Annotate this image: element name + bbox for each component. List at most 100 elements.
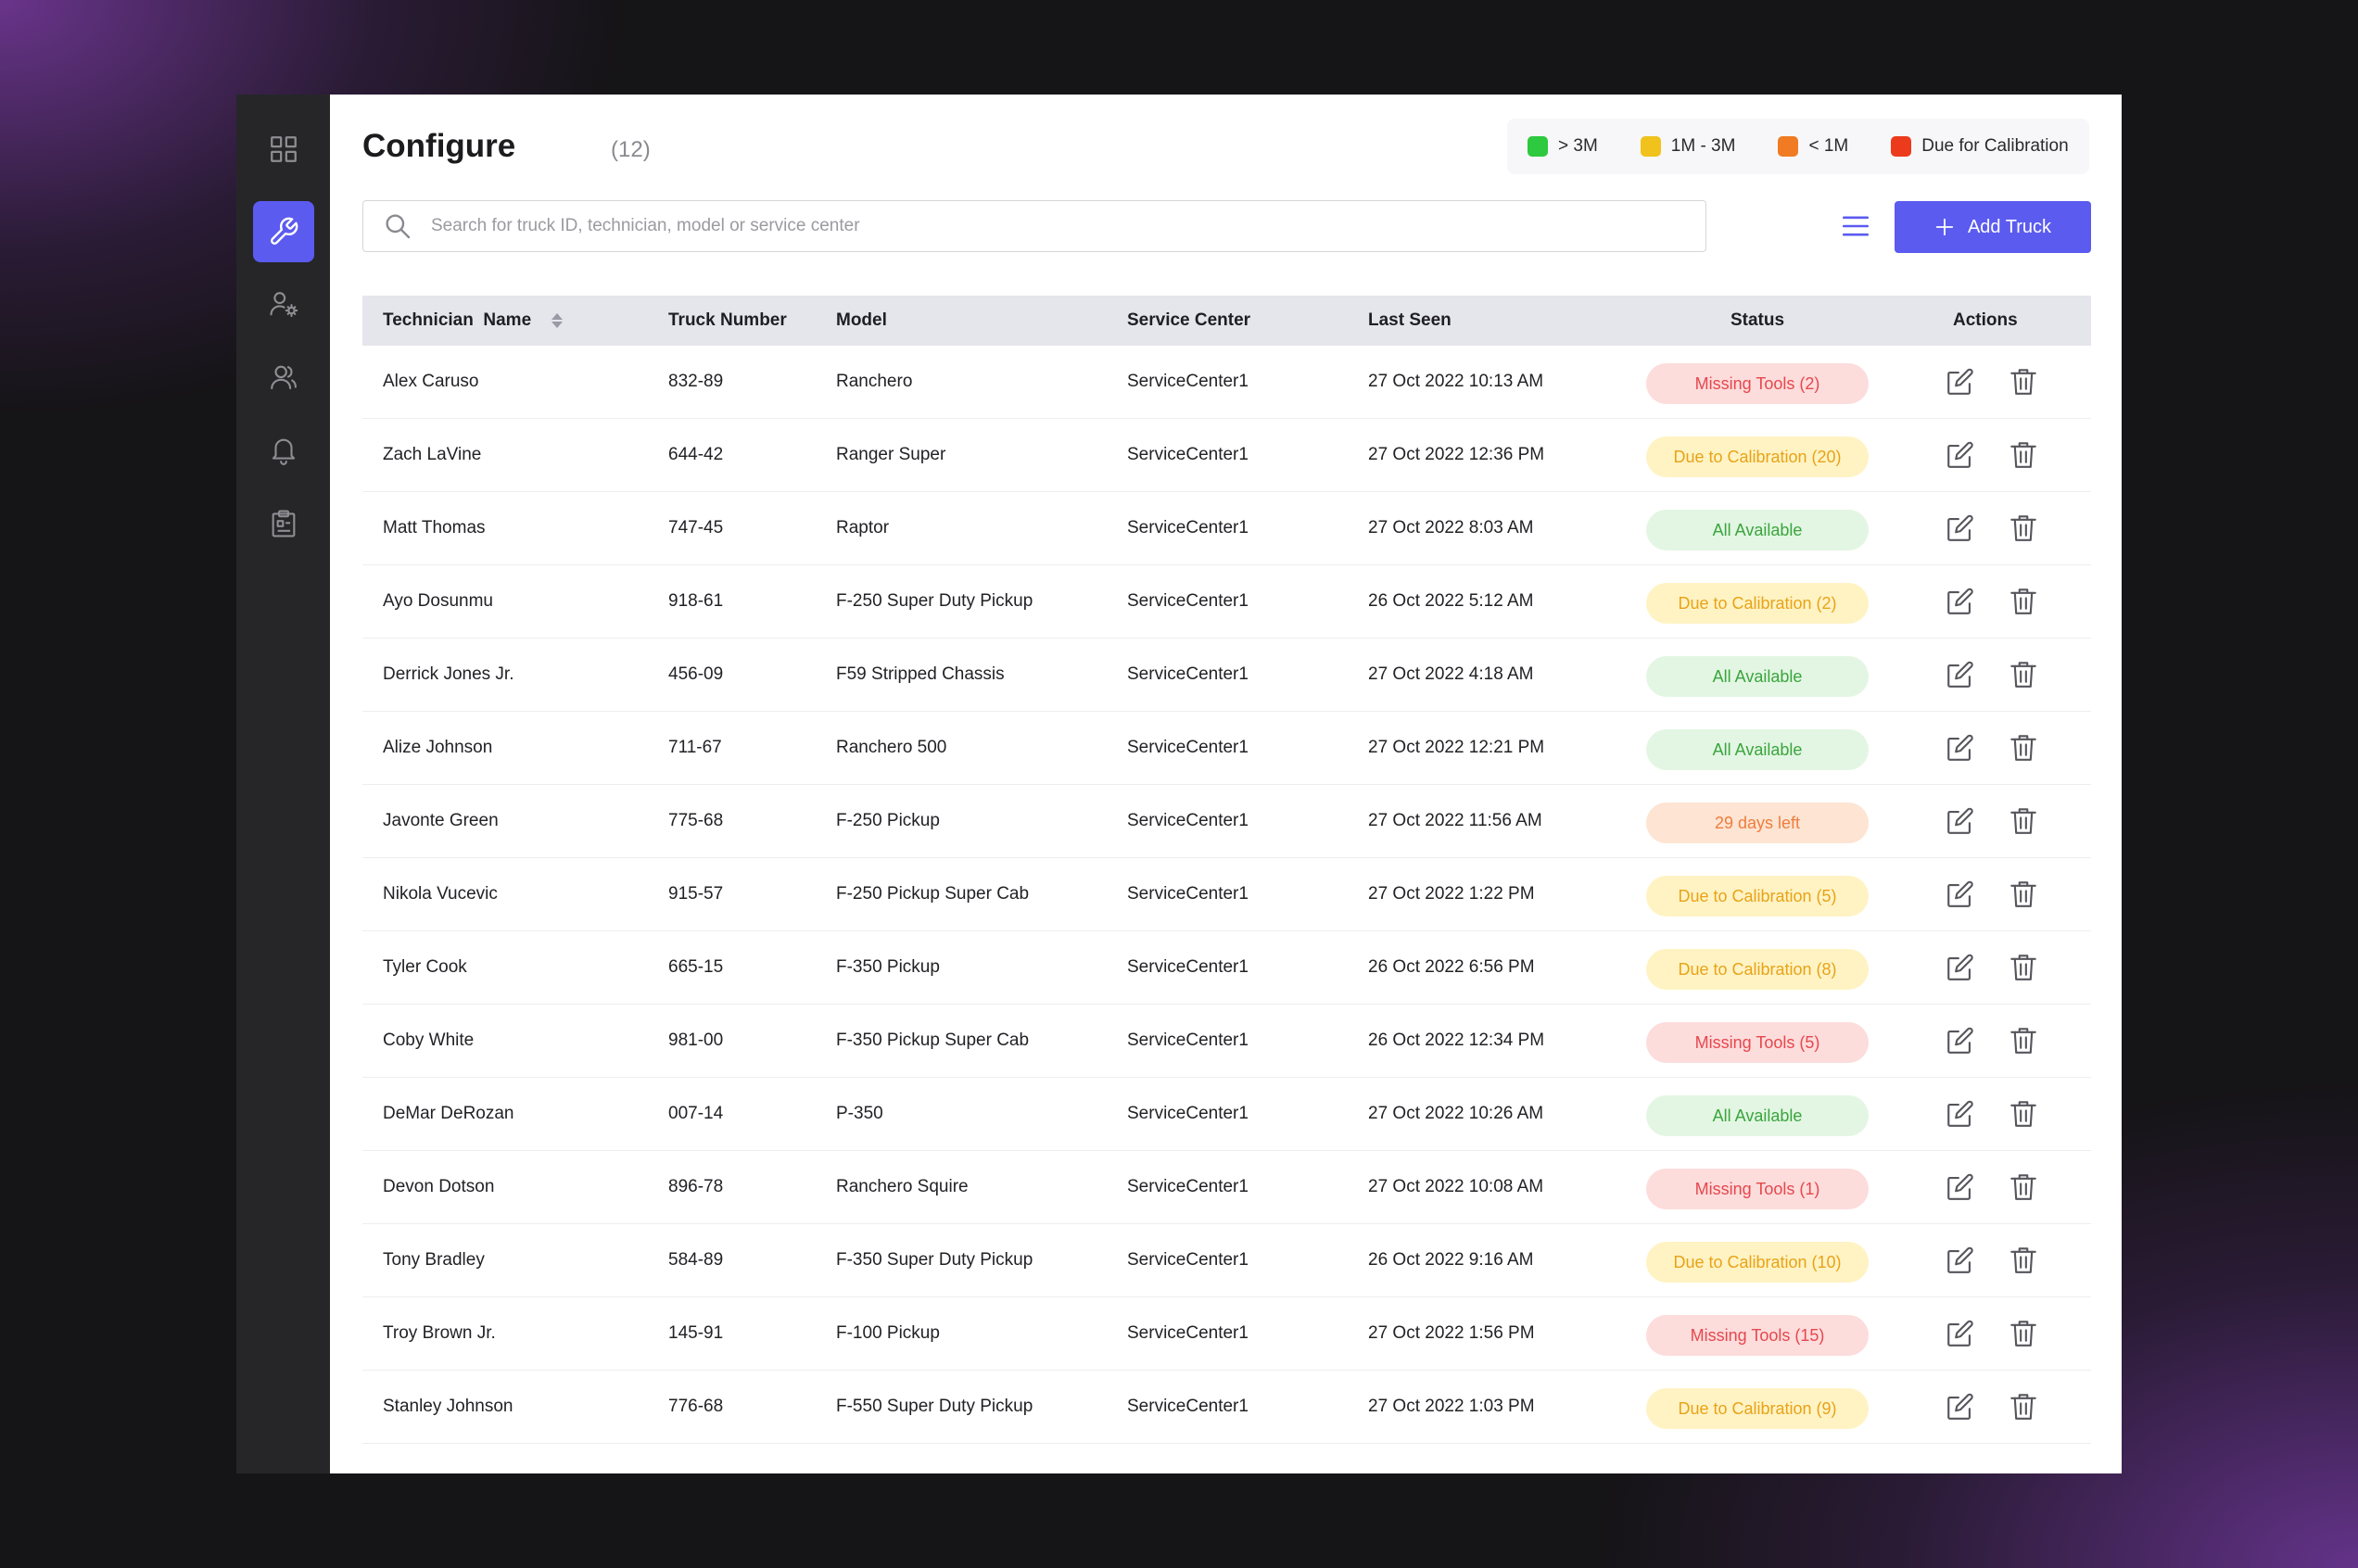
edit-icon [1947,368,1973,395]
edit-button[interactable] [1944,1244,1977,1277]
cell-service-center: ServiceCenter1 [1127,1397,1249,1416]
delete-button[interactable] [2007,512,2040,545]
legend-swatch [1640,136,1661,157]
delete-button[interactable] [2007,658,2040,691]
sidebar-item-dashboard[interactable] [253,119,314,180]
table-row[interactable]: Tony Bradley 584-89 F-350 Super Duty Picku… [362,1224,2091,1297]
delete-button[interactable] [2007,365,2040,398]
search-input[interactable] [429,215,1705,237]
sidebar-item-reports[interactable] [253,493,314,554]
cell-last-seen: 27 Oct 2022 11:56 AM [1368,811,1542,830]
table-row[interactable]: Stanley Johnson 776-68 F-550 Super Duty Pi… [362,1371,2091,1444]
legend-item: < 1M [1778,136,1848,157]
truck-count: (12) [611,137,651,162]
delete-button[interactable] [2007,1317,2040,1350]
edit-button[interactable] [1944,1170,1977,1204]
edit-icon [1947,1320,1973,1347]
delete-button[interactable] [2007,804,2040,838]
cell-last-seen: 27 Oct 2022 10:13 AM [1368,372,1544,391]
sidebar-item-configure[interactable] [253,201,314,262]
cell-truck-number: 145-91 [668,1323,724,1343]
table-row[interactable]: Zach LaVine 644-42 Ranger Super ServiceCent… [362,419,2091,492]
edit-button[interactable] [1944,438,1977,472]
trash-icon [2010,1321,2036,1347]
edit-button[interactable] [1944,365,1977,398]
list-view-toggle[interactable] [1837,208,1874,245]
table-row[interactable]: Derrick Jones Jr. 456-09 F59 Stripped Chas… [362,639,2091,712]
edit-button[interactable] [1944,1390,1977,1423]
cell-service-center: ServiceCenter1 [1127,1177,1249,1196]
delete-button[interactable] [2007,1170,2040,1204]
add-truck-button[interactable]: Add Truck [1895,201,2091,253]
sidebar-item-notifications[interactable] [253,420,314,481]
delete-button[interactable] [2007,438,2040,472]
trash-icon [2010,369,2036,395]
cell-technician: Zach LaVine [383,445,482,464]
search-box[interactable] [362,200,1706,252]
sidebar-item-users[interactable] [253,347,314,408]
status-badge: Missing Tools (2) [1646,363,1869,404]
delete-button[interactable] [2007,585,2040,618]
cell-model: F-250 Pickup [836,811,940,830]
edit-icon [1947,588,1973,614]
table-row[interactable]: Javonte Green 775-68 F-250 Pickup ServiceCe… [362,785,2091,858]
table-row[interactable]: DeMar DeRozan 007-14 P-350 ServiceCenter1 27… [362,1078,2091,1151]
cell-model: F59 Stripped Chassis [836,664,1005,684]
legend-item: Due for Calibration [1891,136,2069,157]
edit-icon [1947,807,1973,834]
table-row[interactable]: Ayo Dosunmu 918-61 F-250 Super Duty Pickup… [362,565,2091,639]
trash-icon [2010,808,2036,834]
edit-button[interactable] [1944,658,1977,691]
status-badge: Due to Calibration (5) [1646,876,1869,917]
edit-button[interactable] [1944,512,1977,545]
cell-last-seen: 26 Oct 2022 9:16 AM [1368,1250,1534,1270]
table-row[interactable]: Devon Dotson 896-78 Ranchero Squire Service… [362,1151,2091,1224]
cell-technician: Tyler Cook [383,957,467,977]
delete-button[interactable] [2007,878,2040,911]
legend: > 3M 1M - 3M < 1M Due for Calibration [1507,119,2089,174]
table-row[interactable]: Matt Thomas 747-45 Raptor ServiceCenter1 27 … [362,492,2091,565]
cell-model: F-550 Super Duty Pickup [836,1397,1033,1416]
list-view-button[interactable] [2114,208,2151,245]
trash-icon [2010,515,2036,541]
edit-button[interactable] [1944,1024,1977,1057]
sort-icon[interactable] [551,313,564,328]
delete-button[interactable] [2007,1097,2040,1131]
header-technician[interactable]: Technician Name [383,296,564,346]
sidebar-item-user-settings[interactable] [253,273,314,335]
table-row[interactable]: Alize Johnson 711-67 Ranchero 500 ServiceCe… [362,712,2091,785]
trash-icon [2010,1101,2036,1127]
edit-button[interactable] [1944,804,1977,838]
edit-button[interactable] [1944,585,1977,618]
table-row[interactable]: Alex Caruso 832-89 Ranchero ServiceCenter1 2… [362,346,2091,419]
table-row[interactable]: Nikola Vucevic 915-57 F-250 Pickup Super C… [362,858,2091,931]
table-row[interactable]: Tyler Cook 665-15 F-350 Pickup ServiceCente… [362,931,2091,1005]
edit-button[interactable] [1944,1097,1977,1131]
cell-last-seen: 26 Oct 2022 12:34 PM [1368,1031,1545,1050]
delete-button[interactable] [2007,1024,2040,1057]
edit-button[interactable] [1944,878,1977,911]
status-badge: Missing Tools (5) [1646,1022,1869,1063]
page-title: Configure [362,128,516,164]
edit-button[interactable] [1944,731,1977,765]
cell-model: Ranger Super [836,445,946,464]
edit-button[interactable] [1944,951,1977,984]
cell-model: F-250 Super Duty Pickup [836,591,1033,611]
cell-technician: Tony Bradley [383,1250,485,1270]
edit-button[interactable] [1944,1317,1977,1350]
delete-button[interactable] [2007,731,2040,765]
table-row[interactable]: Coby White 981-00 F-350 Pickup Super Cab Se… [362,1005,2091,1078]
delete-button[interactable] [2007,1390,2040,1423]
cell-technician: Javonte Green [383,811,499,830]
trash-icon [2010,1394,2036,1420]
table-header: Technician Name Truck Number Model Servi… [362,296,2091,346]
delete-button[interactable] [2007,951,2040,984]
trash-icon [2010,955,2036,980]
status-badge: All Available [1646,729,1869,770]
table-row[interactable]: Troy Brown Jr. 145-91 F-100 Pickup ServiceC… [362,1297,2091,1371]
delete-button[interactable] [2007,1244,2040,1277]
status-badge: All Available [1646,656,1869,697]
edit-icon [1947,441,1973,468]
cell-model: Raptor [836,518,890,537]
trash-icon [2010,442,2036,468]
